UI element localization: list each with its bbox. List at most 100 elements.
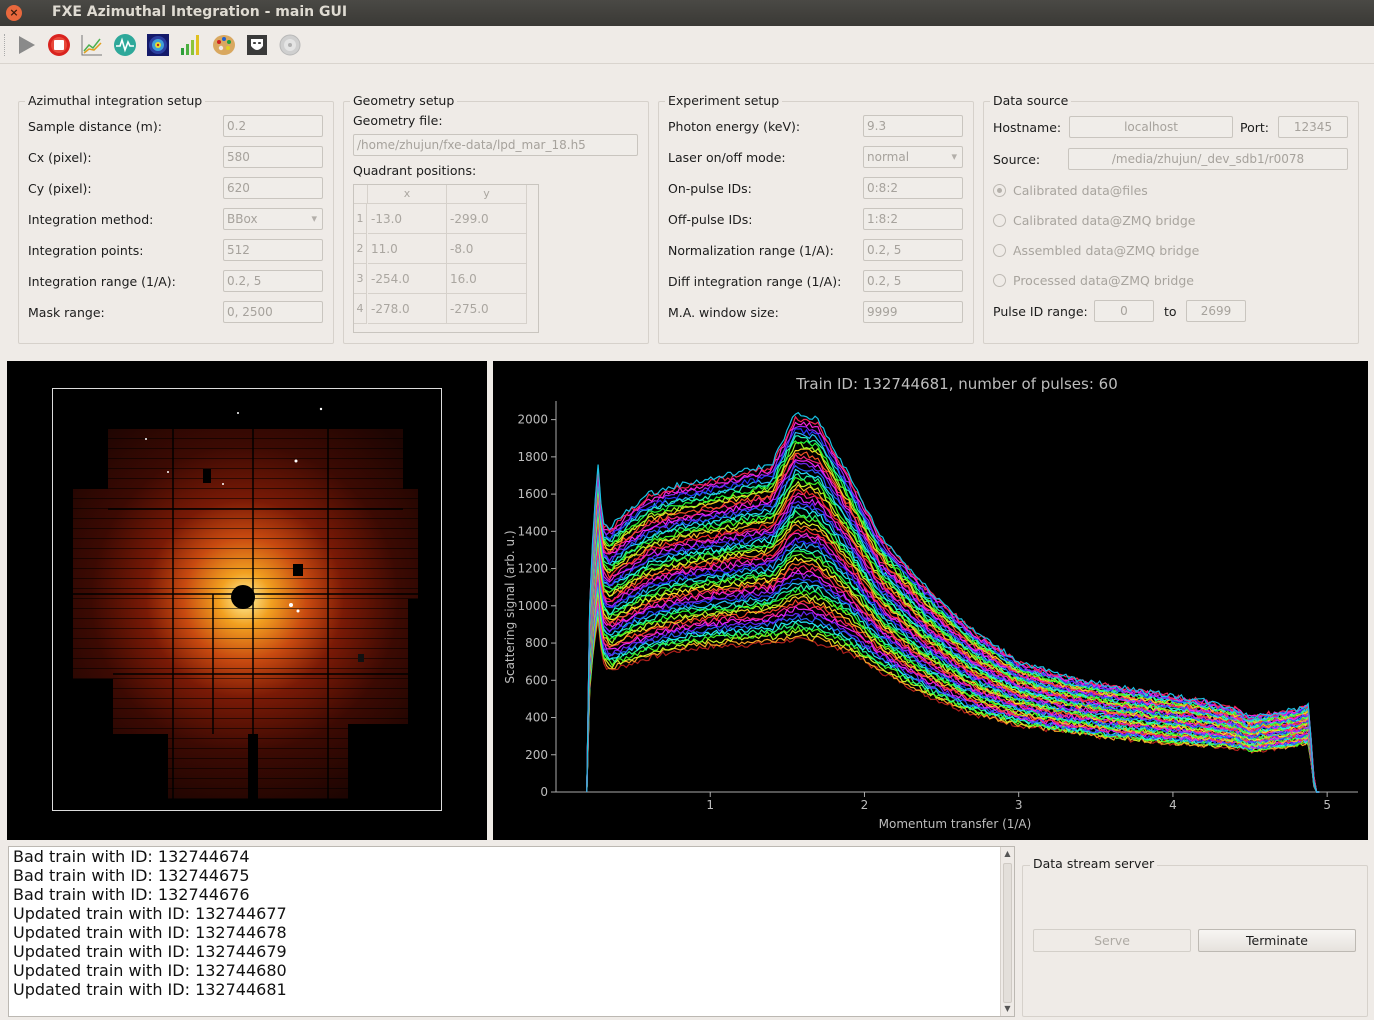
quadrant-cell-y[interactable]: -275.0 (447, 294, 527, 324)
quadrant-row-number: 1 (354, 204, 367, 234)
log-line: Updated train with ID: 132744681 (13, 980, 287, 999)
integration-range-input[interactable]: 0.2, 5 (223, 270, 323, 292)
series-line (586, 553, 1320, 793)
diffraction-icon[interactable] (146, 33, 170, 57)
assembled-zmq-label[interactable]: Assembled data@ZMQ bridge (1013, 243, 1200, 258)
data-stream-server-title: Data stream server (1030, 856, 1158, 871)
integration-method-select[interactable]: BBox (223, 208, 323, 230)
bar-chart-icon[interactable] (179, 33, 203, 57)
log-line: Updated train with ID: 132744678 (13, 923, 287, 942)
photon-energy-input[interactable]: 9.3 (863, 115, 963, 137)
line-chart-icon[interactable] (80, 33, 104, 57)
integration-chart[interactable]: Train ID: 132744681, number of pulses: 6… (493, 361, 1368, 840)
hostname-label: Hostname: (993, 120, 1062, 135)
pulse-id-to-input[interactable]: 2699 (1186, 300, 1246, 322)
processed-zmq-radio[interactable] (993, 274, 1006, 287)
laser-mode-select[interactable]: normal (863, 146, 963, 168)
quadrant-table[interactable]: x y 1 -13.0 -299.0 2 11.0 -8.0 3 -254.0 … (353, 184, 539, 333)
toolbar (0, 26, 1374, 64)
y-tick-label: 600 (525, 673, 548, 687)
mask-range-input[interactable]: 0, 2500 (223, 301, 323, 323)
chart-ylabel: Scattering signal (arb. u.) (503, 530, 517, 683)
stop-icon[interactable] (47, 33, 71, 57)
quadrant-row-number: 4 (354, 294, 367, 324)
integration-points-input[interactable]: 512 (223, 239, 323, 261)
mask-range-label: Mask range: (28, 305, 105, 320)
quadrant-row-number: 2 (354, 234, 367, 264)
scroll-down-icon[interactable]: ▼ (1004, 1004, 1011, 1013)
play-icon[interactable] (14, 33, 38, 57)
series-line (586, 597, 1320, 793)
port-input[interactable]: 12345 (1278, 116, 1348, 138)
on-pulse-ids-input[interactable]: 0:8:2 (863, 177, 963, 199)
pulse-id-from-input[interactable]: 0 (1094, 300, 1154, 322)
quadrant-col-y-header[interactable]: y (447, 185, 527, 204)
ma-window-input[interactable]: 9999 (863, 301, 963, 323)
calibrated-zmq-label[interactable]: Calibrated data@ZMQ bridge (1013, 213, 1196, 228)
scroll-thumb[interactable] (1003, 863, 1012, 1003)
cx-label: Cx (pixel): (28, 150, 92, 165)
series-line (586, 509, 1320, 793)
series-line (586, 473, 1320, 793)
log-line: Bad train with ID: 132744674 (13, 847, 250, 866)
series-line (586, 615, 1320, 793)
x-tick-label: 3 (1015, 798, 1023, 812)
sample-distance-input[interactable]: 0.2 (223, 115, 323, 137)
palette-icon[interactable] (212, 33, 236, 57)
calibrated-files-radio[interactable] (993, 184, 1006, 197)
y-tick-label: 800 (525, 636, 548, 650)
off-pulse-ids-input[interactable]: 1:8:2 (863, 208, 963, 230)
x-tick-label: 4 (1169, 798, 1177, 812)
quadrant-col-x-header[interactable]: x (368, 185, 447, 204)
serve-button[interactable]: Serve (1033, 929, 1191, 952)
source-input[interactable]: /media/zhujun/_dev_sdb1/r0078 (1068, 148, 1348, 170)
assembled-zmq-radio[interactable] (993, 244, 1006, 257)
log-text-area[interactable]: Bad train with ID: 132744674 Bad train wi… (8, 846, 1015, 1017)
series-line (586, 421, 1320, 793)
quadrant-table-corner (354, 185, 368, 204)
y-tick-label: 400 (525, 711, 548, 725)
normalization-range-input[interactable]: 0.2, 5 (863, 239, 963, 261)
off-pulse-ids-label: Off-pulse IDs: (668, 212, 753, 227)
quadrant-cell-y[interactable]: -299.0 (447, 204, 527, 234)
series-line (586, 601, 1320, 793)
data-stream-server-group (1022, 865, 1368, 1017)
close-window-button[interactable]: × (6, 5, 22, 21)
detector-image-frame (52, 388, 442, 811)
series-line (586, 523, 1320, 793)
mask-icon[interactable] (245, 33, 269, 57)
waveform-icon[interactable] (113, 33, 137, 57)
series-line (586, 532, 1320, 793)
quadrant-cell-y[interactable]: -8.0 (447, 234, 527, 264)
diff-integration-range-input[interactable]: 0.2, 5 (863, 270, 963, 292)
processed-zmq-label[interactable]: Processed data@ZMQ bridge (1013, 273, 1194, 288)
y-tick-label: 1400 (517, 524, 548, 538)
geometry-setup-group (343, 101, 649, 344)
toolbar-grip[interactable] (4, 34, 7, 56)
quadrant-cell-x[interactable]: -278.0 (368, 294, 447, 324)
cy-input[interactable]: 620 (223, 177, 323, 199)
hostname-input[interactable]: localhost (1069, 116, 1233, 138)
series-line (586, 460, 1320, 793)
calibrated-zmq-radio[interactable] (993, 214, 1006, 227)
scroll-up-icon[interactable]: ▲ (1004, 849, 1011, 858)
detector-image[interactable] (53, 389, 442, 811)
integration-plot-panel[interactable]: Train ID: 132744681, number of pulses: 6… (493, 361, 1368, 840)
quadrant-cell-x[interactable]: -254.0 (368, 264, 447, 294)
quadrant-cell-y[interactable]: 16.0 (447, 264, 527, 294)
source-label: Source: (993, 152, 1041, 167)
cx-input[interactable]: 580 (223, 146, 323, 168)
detector-image-panel[interactable] (7, 361, 487, 840)
quadrant-positions-label: Quadrant positions: (353, 163, 477, 178)
pulse-id-to-label: to (1164, 304, 1177, 319)
log-line: Updated train with ID: 132744679 (13, 942, 287, 961)
terminate-button[interactable]: Terminate (1198, 929, 1356, 952)
y-tick-label: 1800 (517, 450, 548, 464)
quadrant-cell-x[interactable]: -13.0 (368, 204, 447, 234)
disc-icon[interactable] (278, 33, 302, 57)
calibrated-files-label[interactable]: Calibrated data@files (1013, 183, 1148, 198)
series-line (586, 411, 1320, 793)
geometry-file-input[interactable]: /home/zhujun/fxe-data/lpd_mar_18.h5 (353, 134, 638, 156)
quadrant-cell-x[interactable]: 11.0 (368, 234, 447, 264)
log-scrollbar[interactable]: ▲ ▼ (1000, 847, 1014, 1016)
